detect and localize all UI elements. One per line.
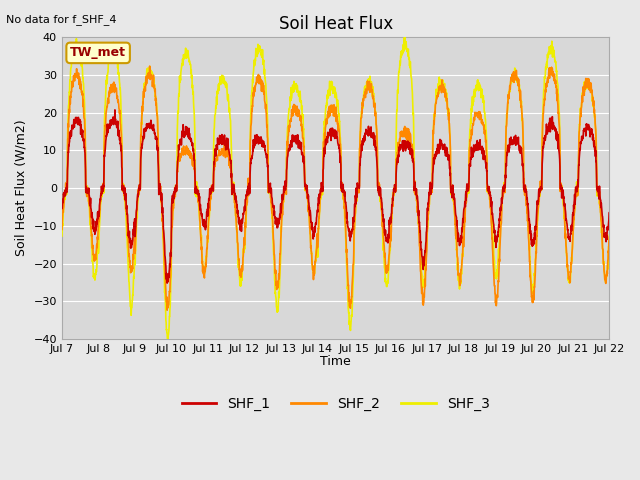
Y-axis label: Soil Heat Flux (W/m2): Soil Heat Flux (W/m2) bbox=[15, 120, 28, 256]
X-axis label: Time: Time bbox=[320, 355, 351, 368]
Legend: SHF_1, SHF_2, SHF_3: SHF_1, SHF_2, SHF_3 bbox=[176, 391, 495, 417]
Title: Soil Heat Flux: Soil Heat Flux bbox=[278, 15, 393, 33]
Text: No data for f_SHF_4: No data for f_SHF_4 bbox=[6, 14, 117, 25]
Text: TW_met: TW_met bbox=[70, 47, 126, 60]
